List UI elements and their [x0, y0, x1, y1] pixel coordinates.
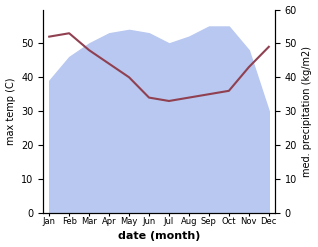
X-axis label: date (month): date (month): [118, 231, 200, 242]
Y-axis label: med. precipitation (kg/m2): med. precipitation (kg/m2): [302, 46, 313, 177]
Y-axis label: max temp (C): max temp (C): [5, 77, 16, 145]
